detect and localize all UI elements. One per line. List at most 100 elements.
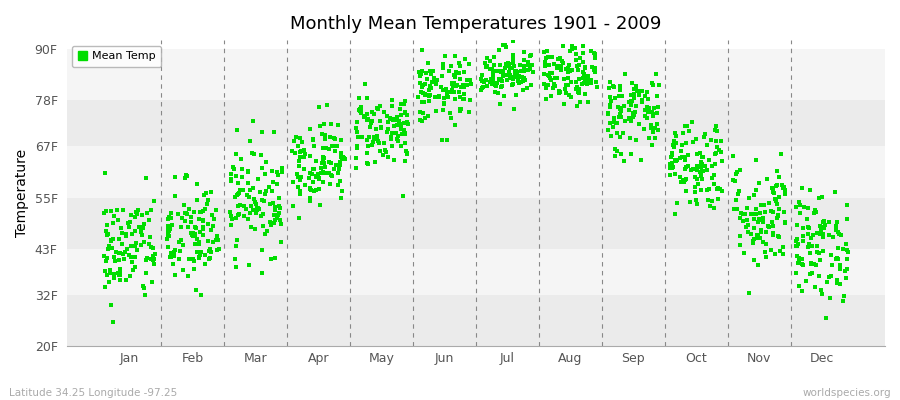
Point	[448, 74, 463, 80]
Point	[181, 224, 195, 230]
Point	[608, 146, 623, 152]
Point	[435, 136, 449, 143]
Point	[770, 213, 785, 220]
Point	[524, 82, 538, 88]
Point	[539, 96, 554, 102]
Point	[714, 148, 728, 155]
Point	[362, 134, 376, 140]
Point	[185, 232, 200, 238]
Point	[447, 89, 462, 95]
Point	[189, 248, 203, 255]
Point	[608, 120, 623, 126]
Point	[453, 106, 467, 112]
Point	[204, 189, 219, 195]
Point	[710, 144, 724, 150]
Point	[247, 151, 261, 157]
Point	[491, 47, 506, 53]
Y-axis label: Temperature: Temperature	[15, 149, 29, 237]
Point	[802, 240, 816, 247]
Point	[292, 158, 306, 164]
Point	[311, 171, 326, 178]
Point	[791, 282, 806, 289]
Point	[366, 136, 381, 142]
Point	[198, 260, 212, 267]
Point	[730, 206, 744, 212]
Point	[640, 104, 654, 110]
Point	[699, 187, 714, 193]
Point	[262, 184, 276, 190]
Point	[756, 216, 770, 222]
Point	[750, 232, 764, 238]
Point	[266, 219, 281, 226]
Point	[316, 169, 330, 176]
Point	[210, 247, 224, 253]
Point	[493, 68, 508, 75]
Point	[418, 91, 432, 98]
Point	[133, 227, 148, 233]
Point	[174, 248, 188, 255]
Point	[229, 214, 243, 221]
Point	[813, 223, 827, 230]
Point	[180, 173, 194, 180]
Point	[733, 167, 747, 174]
Point	[788, 242, 803, 249]
Point	[204, 249, 219, 256]
Point	[138, 292, 152, 298]
Point	[202, 248, 216, 254]
Point	[806, 261, 821, 268]
Point	[186, 233, 201, 240]
Point	[357, 113, 372, 119]
Point	[453, 76, 467, 82]
Point	[498, 65, 512, 72]
Point	[422, 68, 436, 74]
Point	[764, 208, 778, 214]
Point	[629, 103, 643, 109]
Point	[509, 68, 524, 75]
Point	[768, 196, 782, 202]
Point	[543, 70, 557, 76]
Point	[480, 63, 494, 69]
Point	[479, 64, 493, 70]
Point	[824, 252, 839, 258]
Point	[392, 106, 407, 112]
Point	[113, 277, 128, 283]
Point	[755, 216, 770, 222]
Point	[695, 161, 709, 167]
Point	[616, 130, 630, 136]
Point	[229, 264, 243, 270]
Point	[603, 101, 617, 108]
Point	[517, 49, 531, 55]
Point	[565, 34, 580, 41]
Point	[188, 233, 202, 240]
Point	[302, 153, 317, 159]
Point	[394, 126, 409, 132]
Point	[664, 152, 679, 158]
Point	[517, 64, 531, 70]
Point	[174, 224, 188, 230]
Point	[292, 163, 306, 170]
Point	[698, 131, 712, 137]
Point	[172, 256, 186, 262]
Point	[160, 230, 175, 236]
Point	[428, 108, 443, 114]
Point	[805, 260, 819, 266]
Point	[822, 219, 836, 225]
Point	[559, 66, 573, 72]
Point	[414, 89, 428, 95]
Point	[647, 134, 662, 141]
Point	[639, 115, 653, 121]
Point	[243, 186, 257, 193]
Point	[577, 76, 591, 82]
Point	[394, 142, 409, 149]
Point	[267, 212, 282, 218]
Point	[241, 168, 256, 175]
Point	[714, 138, 728, 144]
Point	[777, 184, 791, 190]
Point	[400, 150, 415, 156]
Point	[305, 170, 320, 177]
Point	[562, 91, 576, 98]
Point	[266, 178, 280, 185]
Point	[753, 229, 768, 236]
Point	[681, 128, 696, 134]
Point	[303, 185, 318, 191]
